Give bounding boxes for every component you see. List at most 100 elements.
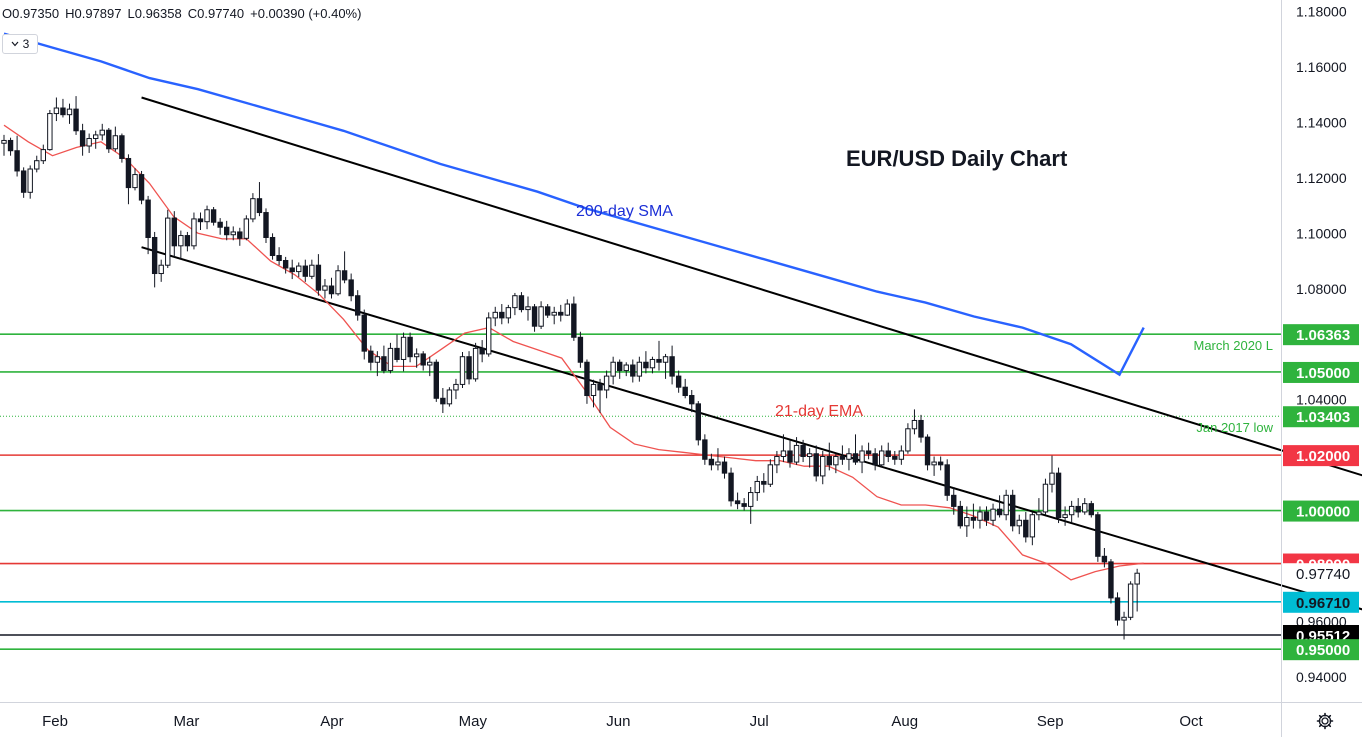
candle-body-down	[702, 439, 708, 460]
candle	[374, 351, 381, 377]
candle-body-down	[237, 231, 243, 239]
candle-body-down	[60, 107, 66, 116]
candle	[217, 218, 223, 235]
candle-body-down	[839, 456, 846, 460]
candle-body-up	[230, 231, 236, 236]
price-badge: 0.96710	[1283, 591, 1359, 613]
candle	[178, 230, 184, 260]
price-badge-bg	[1283, 324, 1359, 346]
candle-body-down	[643, 361, 649, 369]
candle	[826, 442, 832, 471]
price-badge-bg	[1283, 591, 1359, 613]
candle-body-up	[879, 450, 885, 466]
candle	[407, 332, 413, 363]
candle-body-down	[197, 218, 204, 223]
chart-title: EUR/USD Daily Chart	[846, 146, 1068, 171]
indicator-count: 3	[22, 37, 30, 51]
candle	[66, 103, 73, 124]
candle-body-up	[806, 453, 813, 458]
candle-body-up	[243, 218, 250, 239]
settings-button[interactable]	[1312, 709, 1338, 733]
candle	[748, 487, 754, 524]
candle	[79, 123, 86, 156]
candle	[440, 388, 446, 413]
candle-body-down	[577, 336, 584, 363]
candle	[119, 133, 125, 163]
indicators-toggle-button[interactable]: 3	[2, 34, 38, 54]
candle	[1134, 568, 1140, 612]
low-value: L0.96358	[127, 6, 182, 21]
candle-body-up	[846, 453, 852, 460]
candle	[833, 453, 839, 474]
candle-body-up	[636, 361, 643, 377]
plot-area: EUR/USD Daily Chart 200-day SMA 21-day EMA…	[0, 32, 1362, 650]
y-tick-label: 0.94000	[1296, 669, 1347, 685]
level-note: Jan 2017 low	[1196, 420, 1273, 435]
candle	[60, 98, 66, 118]
candle	[964, 506, 970, 537]
candle	[381, 345, 387, 374]
candle	[662, 353, 669, 379]
candle-body-up	[1127, 583, 1134, 618]
candle-body-down	[937, 461, 944, 466]
candle-body-up	[165, 217, 171, 266]
candle-body-down	[125, 157, 132, 189]
candle-body-down	[924, 436, 931, 466]
candle-body-down	[741, 503, 747, 507]
candle-body-up	[1042, 483, 1049, 513]
candle	[1, 134, 7, 156]
candle	[924, 434, 931, 471]
candle	[263, 208, 269, 244]
candle	[1121, 611, 1127, 640]
candle-body-up	[191, 218, 197, 247]
candle	[20, 167, 27, 198]
candle	[1003, 489, 1009, 521]
candle	[820, 450, 826, 485]
candle	[702, 434, 708, 465]
y-tick-label: 1.12000	[1296, 170, 1347, 186]
candle	[780, 434, 787, 463]
candle	[499, 304, 505, 325]
candle-body-up	[1016, 519, 1022, 527]
candle-body-down	[518, 295, 525, 311]
candle	[911, 409, 918, 435]
candle-body-down	[996, 508, 1003, 516]
candle-body-up	[1062, 514, 1068, 519]
candle-body-down	[315, 264, 322, 291]
candle-body-up	[93, 134, 99, 140]
x-tick-label: Jul	[750, 713, 769, 730]
candle-body-down	[1010, 494, 1016, 527]
candle	[695, 401, 701, 446]
candle-body-up	[250, 198, 256, 220]
candle-body-down	[669, 356, 675, 377]
candle-body-down	[138, 174, 145, 201]
candle	[191, 212, 197, 250]
candle	[466, 351, 472, 385]
candle	[689, 389, 695, 413]
candle	[898, 445, 905, 465]
candle-body-down	[269, 236, 276, 257]
candle	[1010, 489, 1016, 532]
candle-body-up	[538, 306, 544, 327]
price-badge-label: 1.05000	[1296, 365, 1350, 382]
candle-body-down	[865, 450, 872, 455]
candle-body-down	[479, 347, 485, 355]
candle	[584, 359, 590, 404]
channel-line-upper	[141, 96, 1362, 477]
level-note: March 2020 L	[1194, 338, 1274, 353]
candle	[728, 467, 734, 507]
candle	[990, 503, 996, 526]
price-badge: 1.06363	[1283, 324, 1359, 346]
candle	[158, 259, 164, 282]
candle-body-down	[341, 270, 348, 281]
candle-body-up	[86, 138, 92, 147]
candle-body-up	[40, 149, 46, 162]
candle	[800, 439, 806, 463]
candle	[944, 459, 950, 501]
candle	[1082, 498, 1088, 515]
candle-body-down	[695, 403, 701, 441]
candle-body-down	[282, 260, 289, 269]
x-tick-label: Aug	[891, 713, 918, 730]
